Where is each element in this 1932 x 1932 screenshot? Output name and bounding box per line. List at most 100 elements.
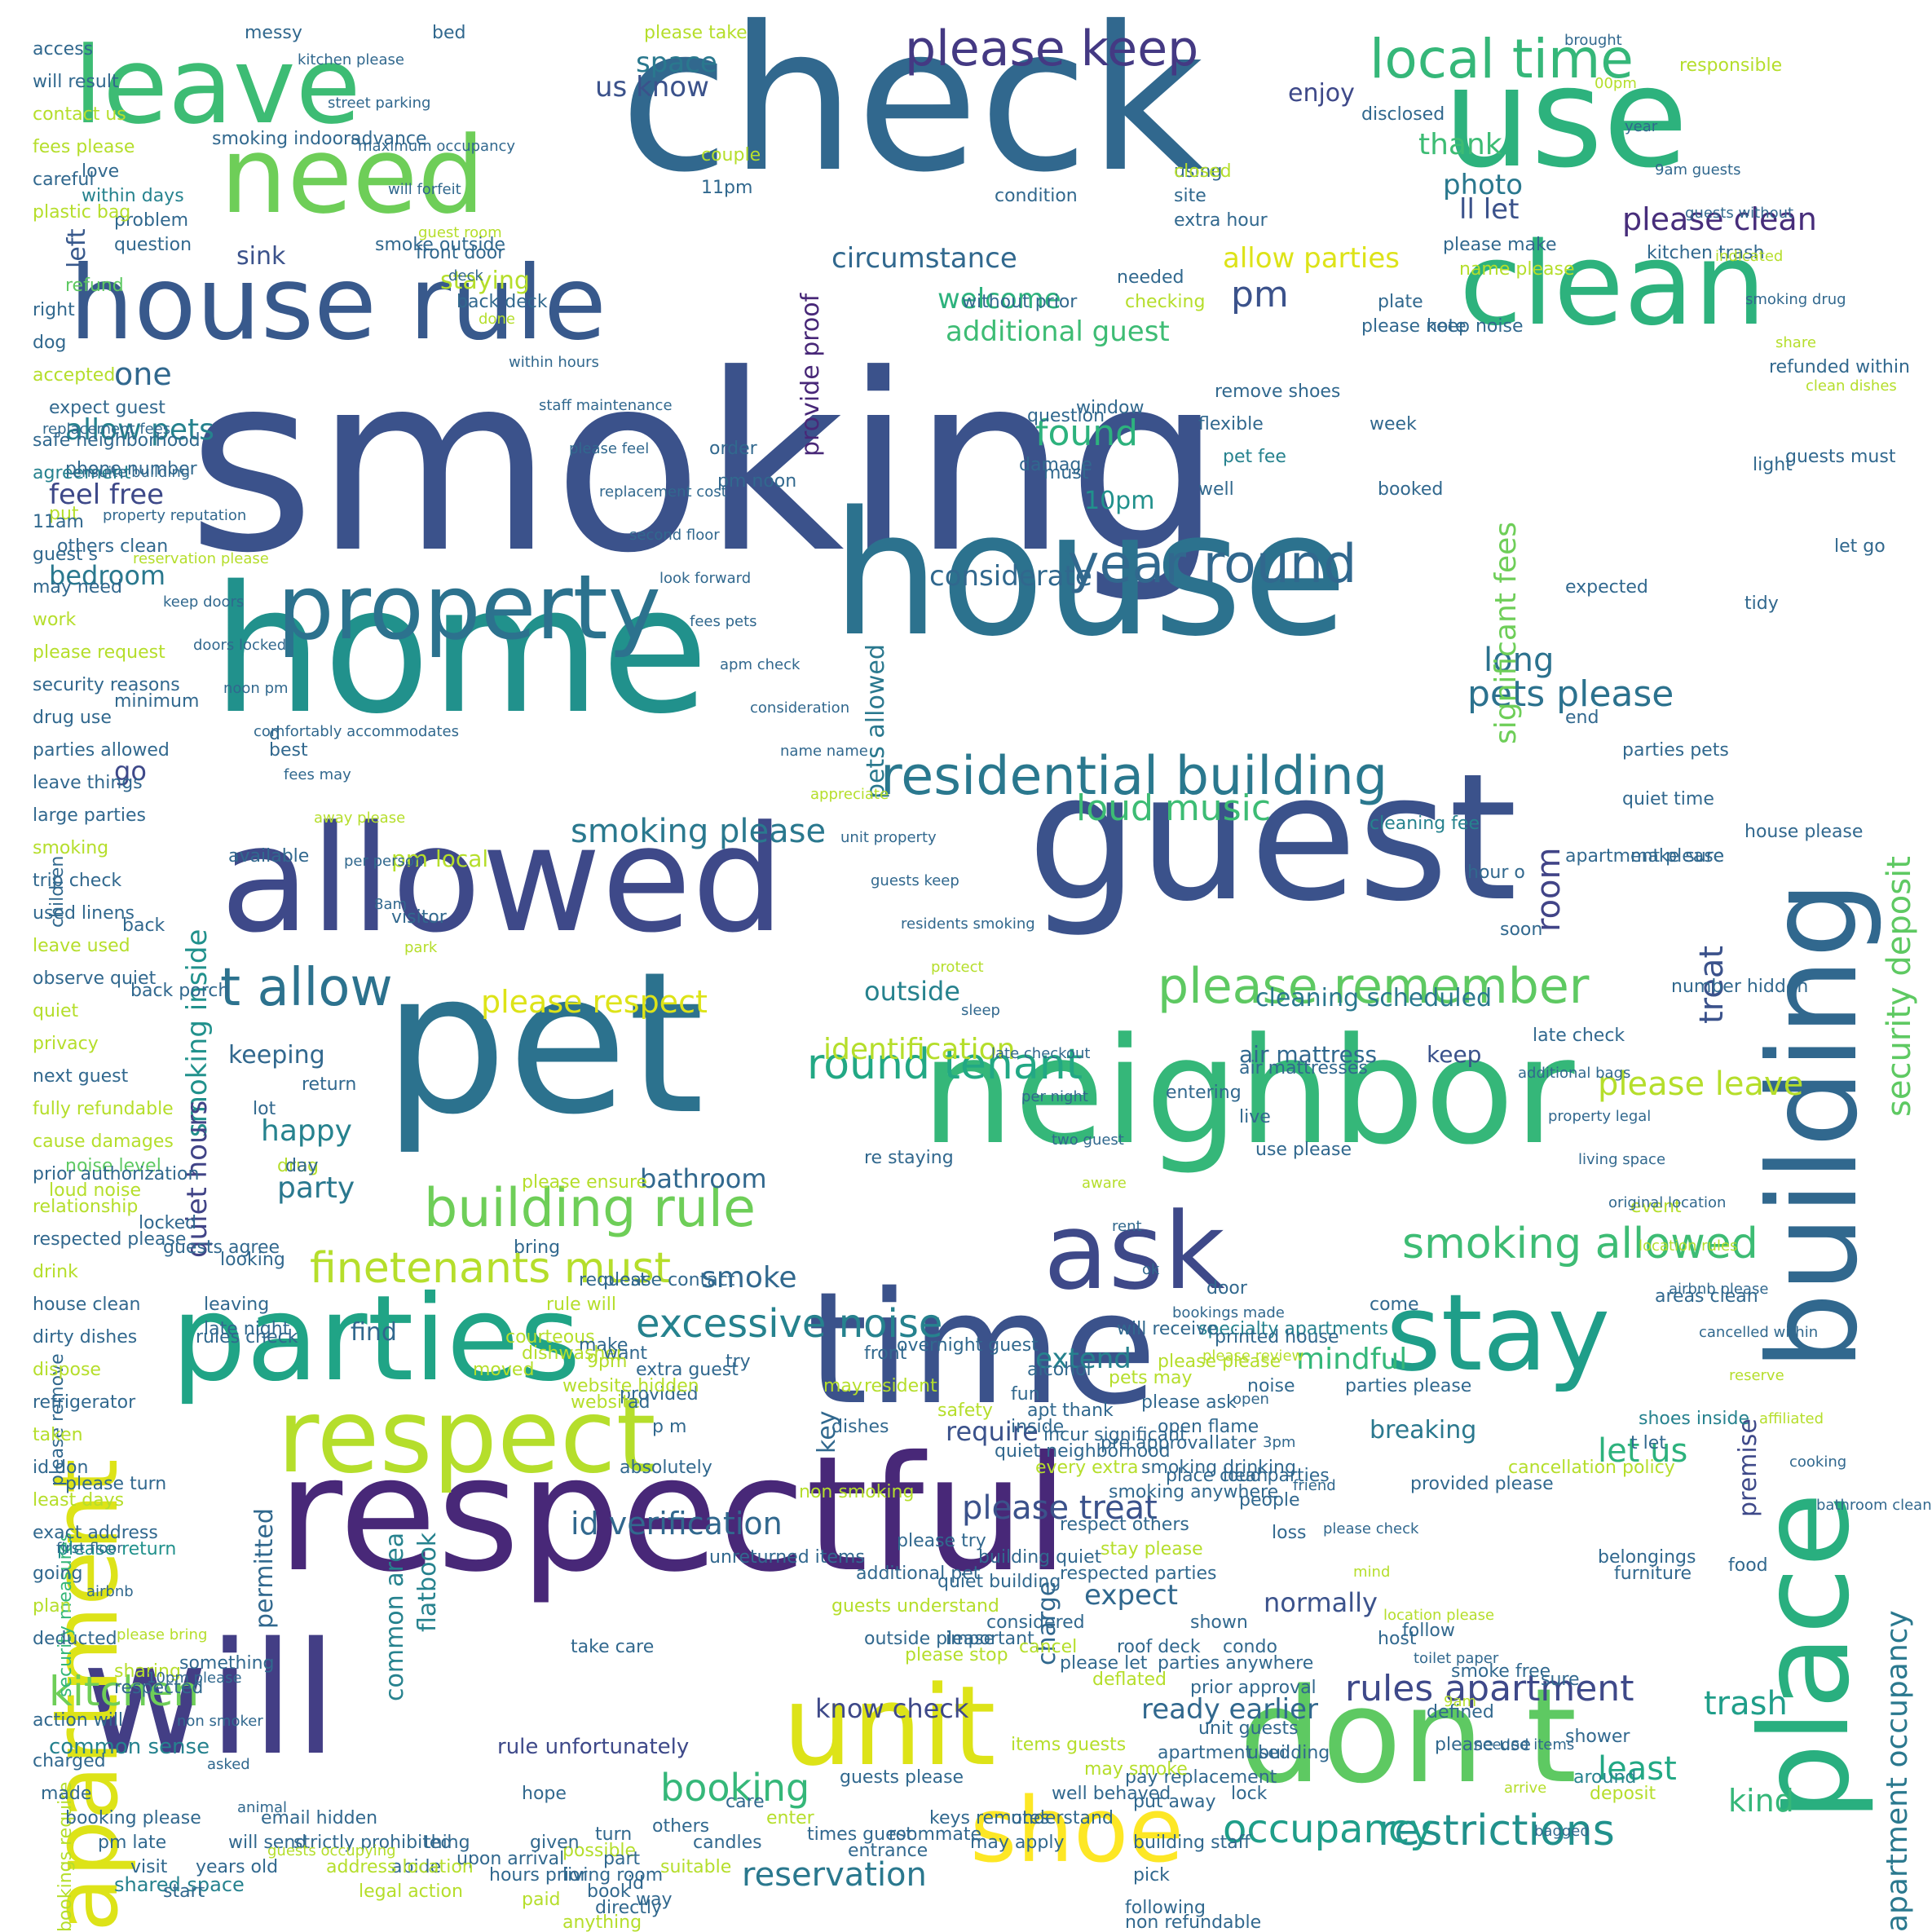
word: fees please xyxy=(33,137,135,157)
word: printed house xyxy=(1215,1327,1339,1348)
word: ask xyxy=(1043,1189,1225,1313)
word: airbnb please xyxy=(1669,1281,1769,1298)
word: incur significant xyxy=(1043,1425,1187,1445)
word: per person xyxy=(344,853,424,870)
word: shared space xyxy=(114,1873,245,1896)
word: will send xyxy=(228,1833,307,1853)
word: common sense xyxy=(49,1735,210,1759)
word: appreciate xyxy=(810,786,889,803)
word: clean dishes xyxy=(1806,377,1897,395)
word: 11am xyxy=(33,512,84,532)
word: guests occupying xyxy=(267,1842,396,1859)
word: guest room xyxy=(418,224,502,241)
word: brought xyxy=(1564,32,1622,49)
word: others xyxy=(652,1816,710,1837)
word: front door xyxy=(416,243,505,263)
word: provide proof xyxy=(796,293,825,457)
word: guests understand xyxy=(831,1596,999,1617)
word: will result xyxy=(33,72,119,92)
word: bagged xyxy=(1534,1823,1590,1840)
word: property reputation xyxy=(103,507,247,524)
word: plastic bag xyxy=(33,202,131,223)
word: location rules xyxy=(1639,1237,1738,1255)
word: come xyxy=(1370,1295,1419,1315)
word: charged xyxy=(33,1751,106,1771)
word: year round xyxy=(1068,534,1357,595)
word: dispose xyxy=(33,1360,101,1380)
word: done xyxy=(479,311,515,328)
word: unit guests xyxy=(1198,1718,1299,1739)
word: local time xyxy=(1370,28,1634,90)
word: start xyxy=(163,1881,205,1902)
word: enter xyxy=(766,1808,814,1828)
word: bookings made xyxy=(1172,1304,1285,1321)
word: checking xyxy=(1125,292,1206,312)
word: pay replacement xyxy=(1125,1767,1277,1788)
word: pm noon xyxy=(717,471,797,492)
word: cleaning fee xyxy=(1370,814,1480,834)
word: guests keep xyxy=(871,872,959,889)
word: visitor xyxy=(391,907,447,928)
word: ad xyxy=(628,1392,651,1413)
word: prior authorization xyxy=(33,1164,200,1184)
word: respected parties xyxy=(1060,1564,1217,1584)
word: property legal xyxy=(1548,1108,1652,1125)
word: drink xyxy=(33,1262,78,1282)
word: 9am xyxy=(1444,1693,1477,1710)
word: condition xyxy=(995,186,1078,206)
word: number hidden xyxy=(1671,977,1809,997)
word: please please xyxy=(1158,1352,1281,1372)
word: id verification xyxy=(571,1506,783,1542)
word: pet xyxy=(383,929,705,1158)
word: t let xyxy=(1630,1433,1666,1453)
word: next guest xyxy=(33,1066,129,1087)
word: 8am xyxy=(374,896,408,913)
word: something xyxy=(179,1653,275,1674)
word: home xyxy=(212,548,709,752)
word: front xyxy=(864,1343,907,1364)
word: least days xyxy=(33,1490,125,1511)
word: please stop xyxy=(905,1645,1008,1665)
word: restrictions xyxy=(1378,1806,1615,1855)
word: week xyxy=(1370,414,1417,434)
word: please take xyxy=(644,23,748,43)
word: pm late xyxy=(98,1833,167,1853)
word: living space xyxy=(1578,1151,1666,1168)
word: found xyxy=(1035,412,1139,454)
word: leave things xyxy=(33,773,143,793)
word: damage xyxy=(1019,455,1092,475)
word: hour o xyxy=(1467,862,1525,883)
word: animal xyxy=(237,1799,288,1816)
word: residents smoking xyxy=(901,915,1035,933)
word: need xyxy=(220,113,485,237)
word: allow parties xyxy=(1223,242,1400,275)
word: remove shoes xyxy=(1215,382,1341,402)
word: fees pets xyxy=(690,613,757,630)
word: respect xyxy=(277,1378,656,1496)
word: ll let xyxy=(1459,193,1520,226)
word: directly xyxy=(595,1898,663,1918)
word: important xyxy=(946,1629,1034,1649)
word: staying xyxy=(440,267,530,295)
word: house please xyxy=(1745,822,1864,842)
word: 10pm please xyxy=(147,1670,242,1687)
word: sleep xyxy=(961,1002,1000,1019)
word: cancelled within xyxy=(1699,1324,1819,1341)
word: please respect xyxy=(481,984,708,1020)
word: parties anywhere xyxy=(1158,1653,1314,1674)
word: airbnb xyxy=(86,1583,134,1600)
word: cooking xyxy=(1789,1453,1847,1471)
word: used xyxy=(1247,1743,1290,1763)
word: 10pm xyxy=(1084,487,1155,515)
word: legal action xyxy=(359,1881,463,1902)
word: defined xyxy=(1427,1702,1494,1722)
word: pm xyxy=(1231,274,1289,315)
word: go xyxy=(114,756,147,787)
word: protect xyxy=(931,959,984,976)
word: leave used xyxy=(33,936,130,956)
word: return xyxy=(302,1074,357,1095)
word: paid xyxy=(522,1890,561,1910)
word: quiet time xyxy=(1622,789,1714,809)
word: allow pets xyxy=(65,413,214,447)
